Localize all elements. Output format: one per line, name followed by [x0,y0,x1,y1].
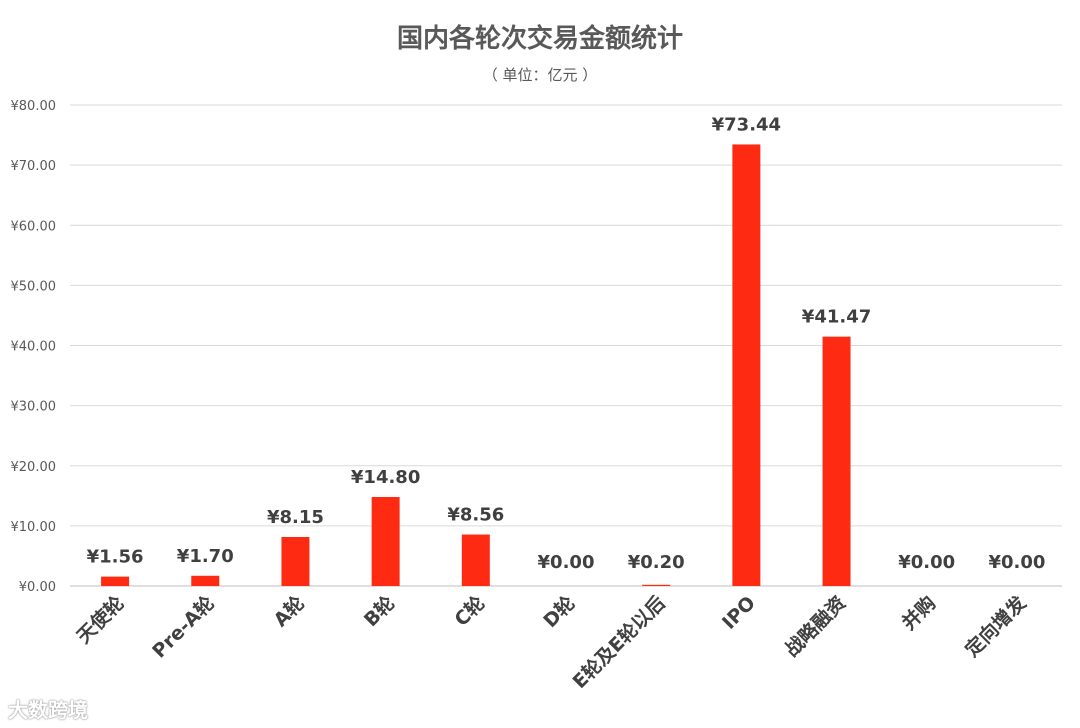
x-tick-label: 定向增发 [960,591,1031,662]
bar [461,534,490,586]
y-tick-label: ¥40.00 [11,340,57,355]
x-tick-label: 战略融资 [780,591,850,661]
x-tick-label: C轮 [450,591,490,631]
bar [371,497,400,586]
bar-value-label: ¥41.47 [802,307,871,328]
bar [732,144,761,586]
y-tick-label: ¥60.00 [11,219,57,234]
bar-value-label: ¥8.56 [447,505,504,526]
x-tick-label: 天使轮 [72,591,129,648]
chart-subtitle: （ 单位：亿元 ） [482,66,598,84]
chart-title: 国内各轮次交易金额统计 [396,24,683,54]
y-tick-label: ¥80.00 [11,99,57,114]
bar-value-label: ¥0.00 [988,552,1045,573]
watermark-logo: 大数跨境 [8,698,88,722]
bar-value-label: ¥73.44 [712,114,781,135]
y-tick-label: ¥20.00 [11,460,57,475]
y-tick-label: ¥30.00 [11,400,57,415]
bar-value-label: ¥14.80 [351,467,420,488]
bar [642,584,671,586]
bar-value-label: ¥1.70 [177,546,234,567]
y-tick-label: ¥70.00 [11,159,57,174]
x-tick-label: IPO [718,592,760,634]
y-tick-label: ¥50.00 [11,279,57,294]
bar-value-label: ¥0.00 [538,552,595,573]
y-tick-label: ¥10.00 [11,520,57,535]
bar [822,336,851,586]
x-tick-label: D轮 [539,591,580,632]
x-tick-label: Pre-A轮 [148,591,219,662]
x-tick-label: B轮 [359,591,399,631]
x-tick-label: 并购 [897,591,940,634]
x-tick-label: A轮 [269,591,309,631]
y-tick-label: ¥0.00 [19,580,56,595]
bar-value-label: ¥8.15 [267,507,324,528]
bar-value-label: ¥0.20 [628,552,685,573]
bar-value-label: ¥1.56 [87,547,144,568]
bar [281,536,310,586]
bar [191,575,220,586]
x-tick-label: E轮及E轮以后 [568,591,670,693]
bar-value-label: ¥0.00 [898,552,955,573]
bar [101,576,130,586]
